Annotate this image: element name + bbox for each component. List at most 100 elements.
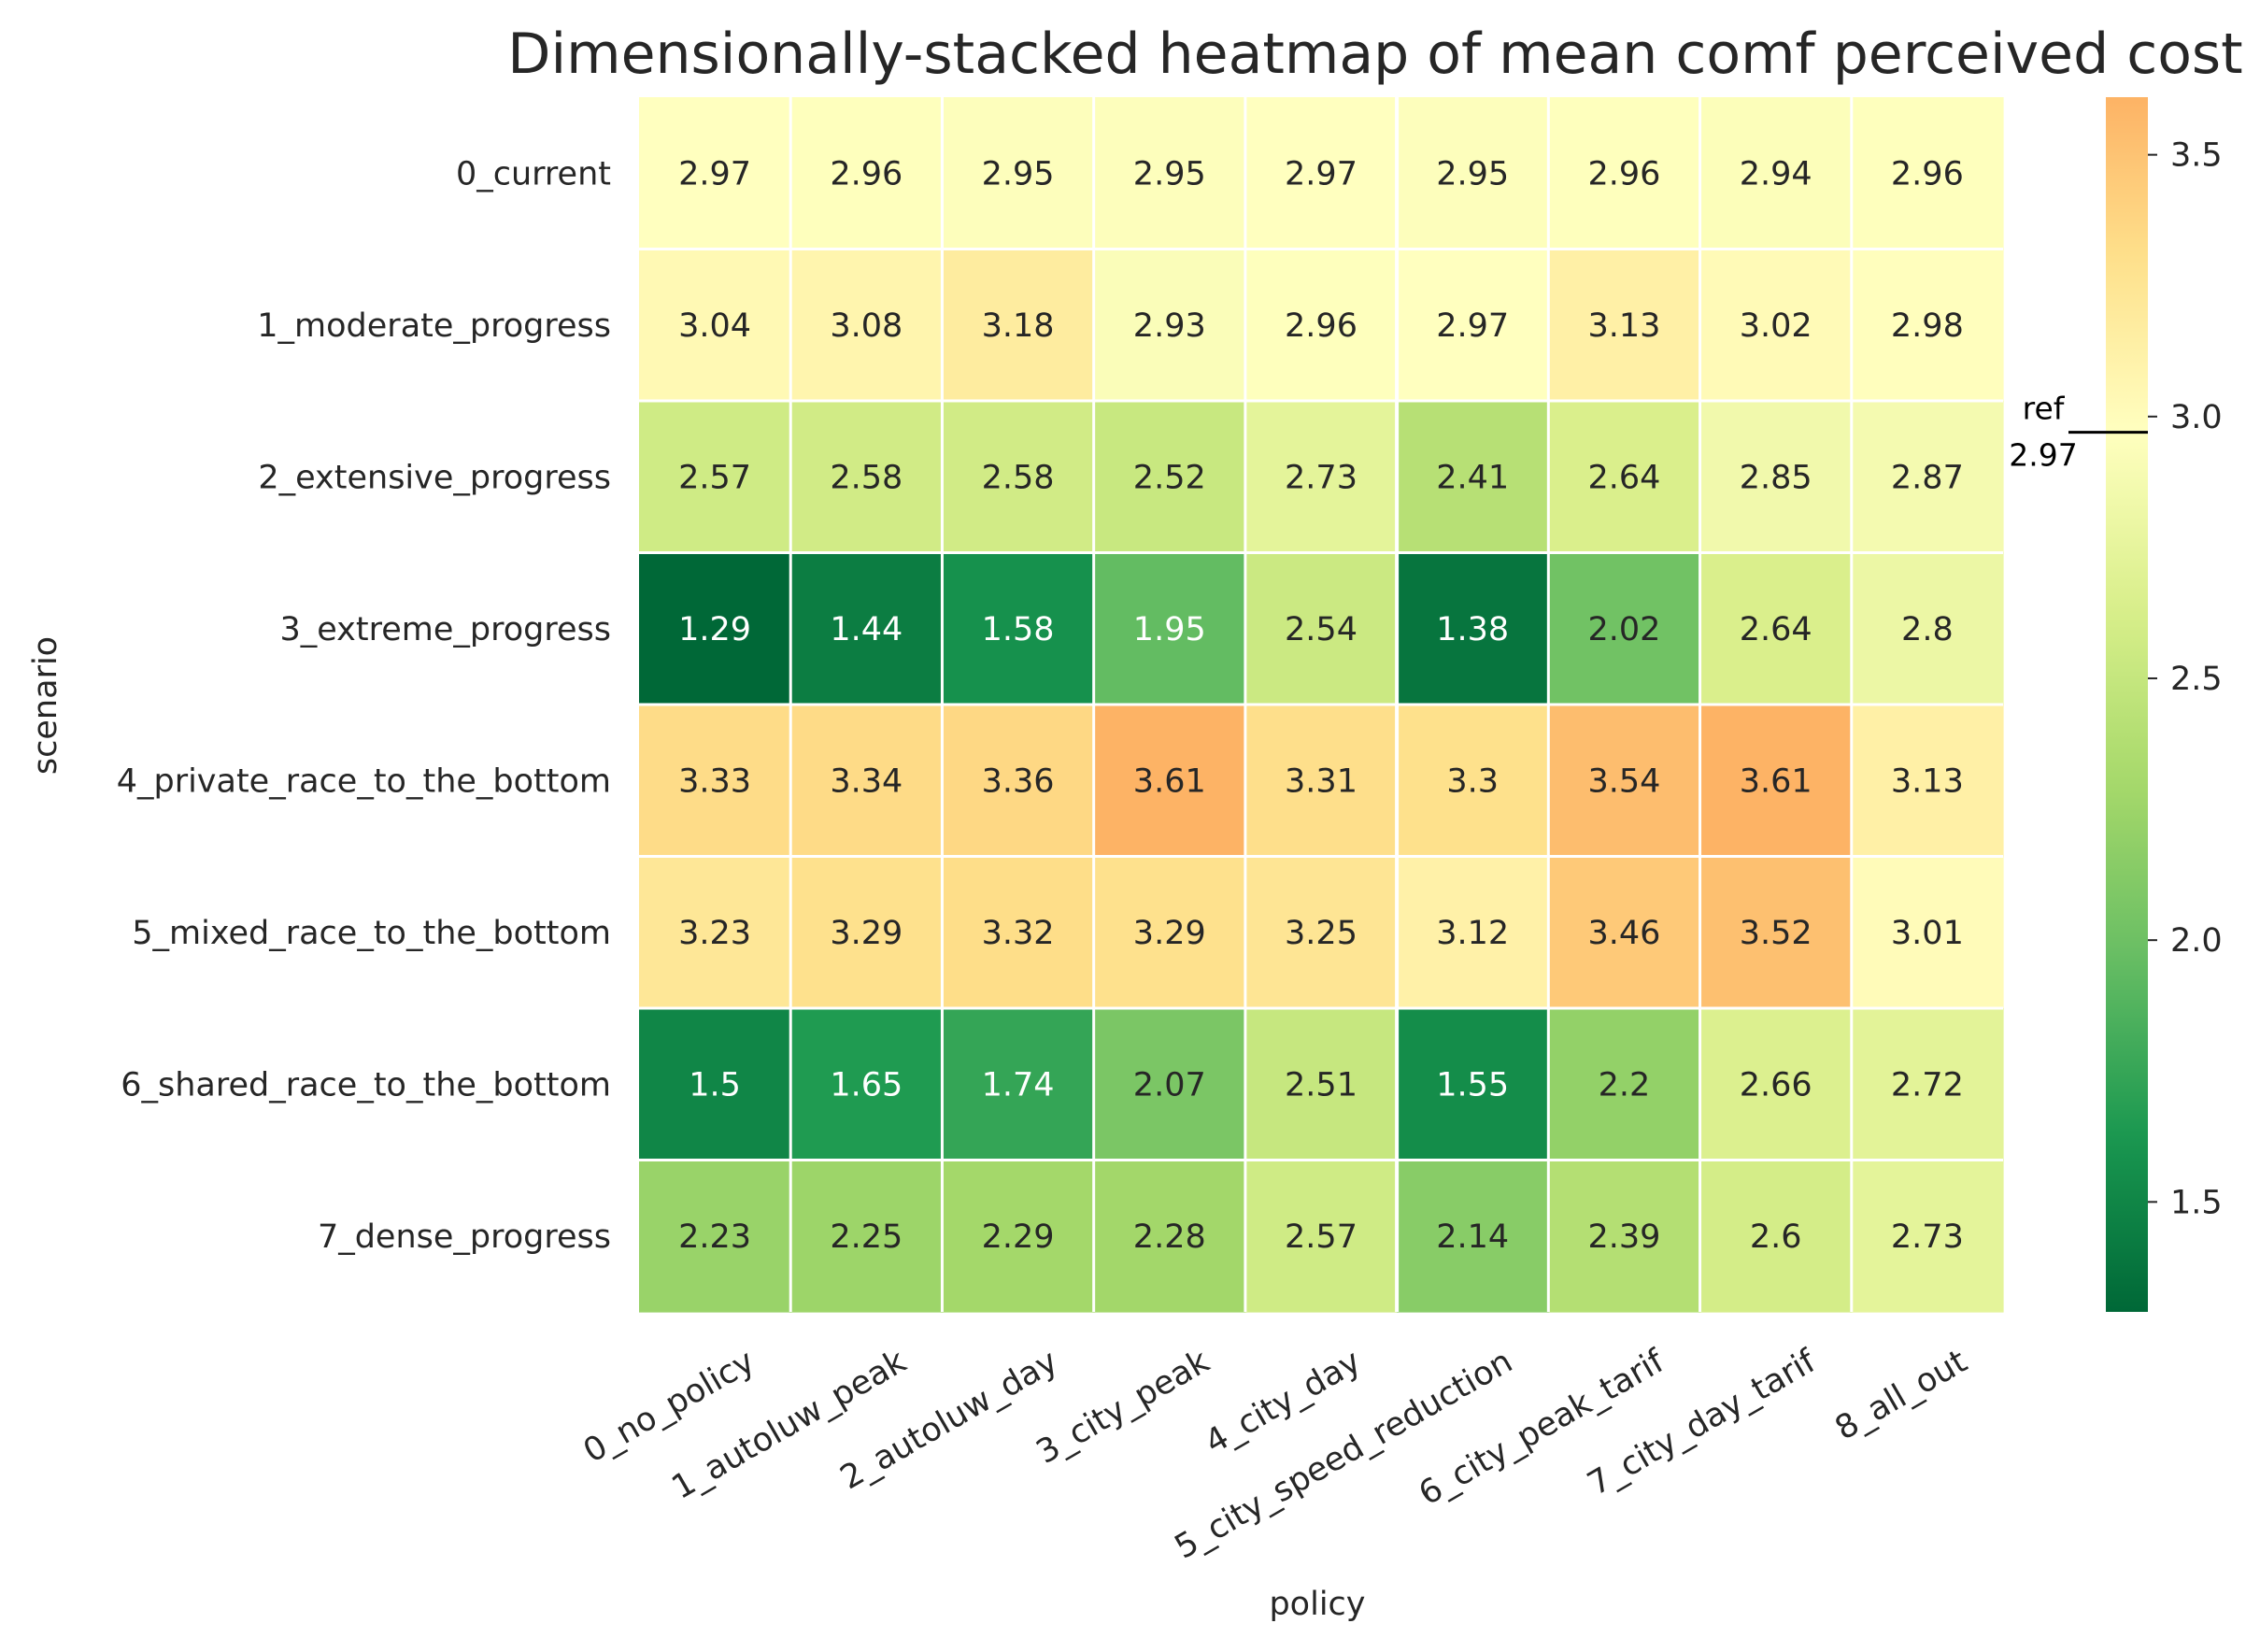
heatmap-cells — [639, 97, 2004, 1313]
cell-value-label: 2.29 — [982, 1218, 1055, 1256]
cell-value-label: 2.52 — [1133, 459, 1206, 496]
cell-value-label: 3.25 — [1285, 915, 1357, 952]
heatmap-cell — [942, 249, 1095, 402]
cell-value-label: 2.41 — [1436, 459, 1509, 496]
heatmap-cell — [1397, 97, 1549, 250]
heatmap-cell — [942, 856, 1095, 1009]
cell-value-label: 1.65 — [830, 1066, 903, 1104]
heatmap-cell — [1093, 97, 1246, 250]
heatmap-cell — [942, 401, 1095, 554]
cell-value-label: 3.52 — [1740, 915, 1812, 952]
cell-value-label: 2.28 — [1133, 1218, 1206, 1256]
heatmap-cell — [1244, 97, 1398, 250]
cell-value-label: 3.08 — [830, 307, 903, 345]
cell-value-label: 2.8 — [1901, 611, 1954, 648]
heatmap-cell — [790, 705, 944, 858]
heatmap-cell — [1851, 705, 2004, 858]
colorbar-tick-label: 1.5 — [2170, 1184, 2223, 1221]
heatmap-cell — [1397, 1160, 1549, 1313]
cell-value-label: 2.97 — [678, 155, 751, 192]
heatmap-cell — [639, 705, 791, 858]
cell-value-label: 1.44 — [830, 611, 903, 648]
cell-value-label: 3.29 — [830, 915, 903, 952]
y-tick-label: 7_dense_progress — [318, 1218, 611, 1256]
heatmap-cell — [1699, 401, 1853, 554]
heatmap-cell — [790, 856, 944, 1009]
cell-value-label: 2.23 — [678, 1218, 751, 1256]
cell-value-label: 2.39 — [1587, 1218, 1660, 1256]
x-tick-labels: 0_no_policy1_autoluw_peak2_autoluw_day3_… — [577, 1343, 1973, 1567]
y-tick-label: 3_extreme_progress — [280, 611, 612, 648]
heatmap-cell — [1851, 97, 2004, 250]
y-tick-label: 4_private_race_to_the_bottom — [117, 762, 611, 800]
colorbar-reference-value: 2.97 — [2009, 437, 2077, 474]
colorbar — [2106, 97, 2148, 1312]
heatmap-cell — [1548, 705, 1701, 858]
heatmap-cell — [790, 97, 944, 250]
heatmap-cell — [1093, 705, 1246, 858]
x-tick-label: 6_city_peak_tarif — [1413, 1343, 1670, 1514]
heatmap-cell — [1093, 856, 1246, 1009]
heatmap-cell — [1397, 249, 1549, 402]
heatmap-cell — [1093, 1160, 1246, 1313]
cell-value-label: 3.32 — [982, 915, 1055, 952]
cell-value-label: 3.34 — [830, 762, 903, 800]
colorbar-tick-label: 2.5 — [2170, 661, 2223, 698]
heatmap-cell — [639, 401, 791, 554]
heatmap-cell — [1093, 552, 1246, 705]
cell-value-label: 1.55 — [1436, 1066, 1509, 1104]
y-tick-label: 5_mixed_race_to_the_bottom — [132, 915, 611, 952]
heatmap-cell — [639, 1008, 791, 1161]
cell-value-label: 3.36 — [982, 762, 1055, 800]
cell-value-label: 2.02 — [1587, 611, 1660, 648]
cell-value-label: 3.13 — [1891, 762, 1964, 800]
cell-value-label: 2.66 — [1740, 1066, 1812, 1104]
y-tick-label: 1_moderate_progress — [257, 307, 611, 345]
cell-value-label: 2.57 — [678, 459, 751, 496]
cell-value-label: 3.61 — [1740, 762, 1812, 800]
heatmap-cell — [639, 249, 791, 402]
heatmap-cell — [1548, 249, 1701, 402]
y-tick-labels: 0_current 1_moderate_progress 2_extensive_… — [117, 155, 611, 1256]
heatmap-cell — [942, 97, 1095, 250]
cell-value-label: 2.93 — [1133, 307, 1206, 345]
cell-value-label: 2.54 — [1285, 611, 1357, 648]
heatmap-cell — [1699, 856, 1853, 1009]
heatmap-cell — [1851, 856, 2004, 1009]
heatmap-cell — [790, 249, 944, 402]
colorbar-ticks: 1.5 2.0 2.5 3.0 3.5 — [2148, 137, 2223, 1221]
heatmap-cell — [1699, 1008, 1853, 1161]
y-tick-label: 6_shared_race_to_the_bottom — [121, 1066, 611, 1104]
heatmap-cell — [1851, 249, 2004, 402]
cell-value-label: 2.95 — [1436, 155, 1509, 192]
cell-value-label: 2.57 — [1285, 1218, 1357, 1256]
cell-value-label: 2.73 — [1891, 1218, 1964, 1256]
heatmap-cell — [1851, 552, 2004, 705]
cell-value-label: 2.96 — [1587, 155, 1660, 192]
colorbar-tick-label: 2.0 — [2170, 922, 2223, 960]
cell-value-label: 2.64 — [1740, 611, 1812, 648]
cell-value-label: 3.23 — [678, 915, 751, 952]
colorbar-tick-label: 3.0 — [2170, 399, 2223, 436]
cell-value-label: 3.46 — [1587, 915, 1660, 952]
heatmap-cell — [1244, 1160, 1398, 1313]
cell-value-label: 3.61 — [1133, 762, 1206, 800]
cell-value-label: 2.2 — [1599, 1066, 1651, 1104]
heatmap-cell — [1397, 1008, 1549, 1161]
heatmap-cell — [1851, 401, 2004, 554]
heatmap-cell — [942, 1008, 1095, 1161]
heatmap-cell — [1548, 97, 1701, 250]
heatmap-cell — [1699, 705, 1853, 858]
colorbar-reference-label: ref — [2023, 391, 2066, 427]
cell-value-label: 2.58 — [830, 459, 903, 496]
heatmap-cell — [1699, 249, 1853, 402]
cell-value-label: 3.18 — [982, 307, 1055, 345]
cell-value-label: 1.38 — [1436, 611, 1509, 648]
cell-value-label: 2.94 — [1740, 155, 1812, 192]
cell-value-label: 2.51 — [1285, 1066, 1357, 1104]
cell-value-label: 3.12 — [1436, 915, 1509, 952]
heatmap-cell — [639, 1160, 791, 1313]
x-tick-label: 3_city_peak — [1031, 1343, 1216, 1472]
cell-value-label: 3.01 — [1891, 915, 1964, 952]
